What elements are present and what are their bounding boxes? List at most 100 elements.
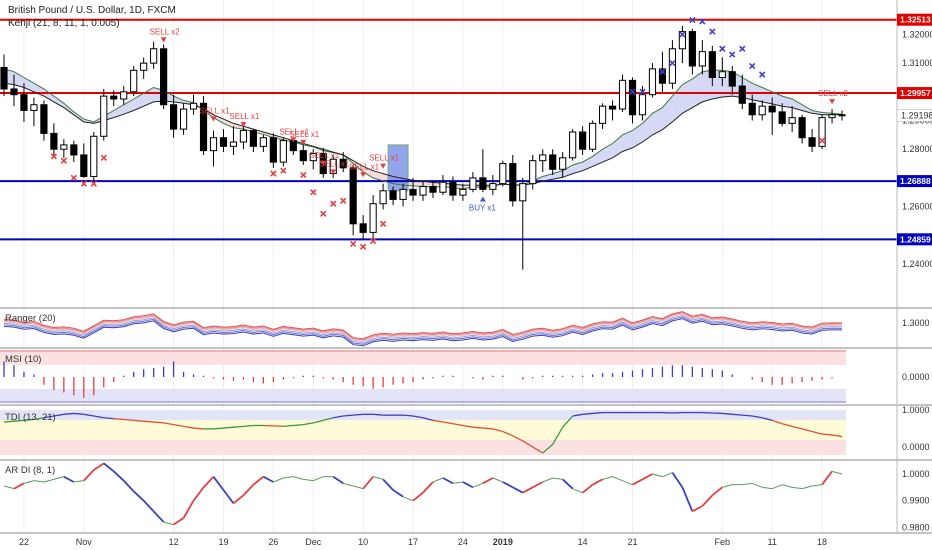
candle-body	[110, 95, 118, 100]
tdi-segment	[492, 428, 503, 433]
candle-body	[90, 135, 98, 177]
candle-body	[199, 102, 208, 152]
candle-body	[259, 137, 267, 147]
time-tick: Nov	[76, 537, 93, 547]
buy-cross-marker	[639, 88, 646, 95]
candle-body	[778, 111, 786, 124]
tdi-segment	[811, 430, 823, 435]
ardi-segment	[402, 496, 414, 502]
ardi-segment	[642, 473, 653, 481]
candle-body	[718, 71, 726, 78]
candle-body	[808, 137, 816, 147]
tdi-segment	[353, 413, 364, 416]
ardi-segment	[711, 486, 723, 497]
sell-arrow	[380, 163, 387, 169]
level-label-bg	[897, 13, 932, 26]
cloud-segment	[642, 113, 653, 143]
tdi-segment	[722, 412, 733, 415]
ardi-segment	[801, 485, 813, 490]
tdi-segment	[771, 419, 783, 425]
candle-body	[10, 88, 18, 96]
ardi-segment	[83, 469, 95, 482]
sell-cross-marker	[320, 210, 327, 217]
tdi-segment	[103, 417, 114, 420]
ardi-segment	[632, 478, 643, 486]
ardi-segment	[313, 476, 324, 482]
candle-body	[209, 137, 218, 152]
ardi-segment	[532, 481, 544, 489]
ranger-band	[3, 312, 843, 341]
candle-body	[668, 48, 677, 84]
candle-body	[469, 177, 477, 190]
ardi-segment	[33, 480, 44, 483]
ranger-band	[3, 311, 842, 340]
msi-upper-zone	[0, 350, 846, 365]
candle-body	[179, 108, 188, 130]
candle-body	[439, 181, 447, 193]
buy-cross-marker	[699, 18, 706, 25]
ardi-segment	[163, 521, 174, 526]
candle-body	[20, 94, 28, 111]
candle-body	[529, 160, 537, 185]
sell-arrow	[829, 99, 836, 105]
sell-cross-marker	[818, 137, 826, 144]
ardi-segment	[522, 486, 534, 494]
sell-cross-marker	[350, 240, 357, 248]
sell-cross-marker	[280, 167, 287, 174]
time-tick: 26	[268, 537, 278, 547]
cloud-segment	[73, 111, 84, 122]
ardi-segment	[53, 476, 64, 480]
indicator-panes: Ranger (20) MSI (10) TDI (13, 21) AR DI (8,…	[0, 0, 932, 534]
candle-body	[80, 154, 88, 177]
candle-body	[579, 131, 587, 150]
ardi-segment	[662, 472, 673, 478]
signal-label: SELL x2	[818, 89, 848, 98]
signal-label: SELL x1	[369, 154, 399, 163]
ardi-segment	[442, 477, 454, 485]
tdi-segment	[343, 414, 354, 417]
tdi-segment	[323, 417, 334, 421]
candle-body	[269, 137, 277, 163]
tdi-segment	[73, 412, 84, 415]
candle-body	[70, 144, 78, 156]
ardi-segment	[23, 480, 35, 484]
tdi-segment	[403, 414, 414, 417]
ardi-segment	[232, 494, 244, 505]
ardi-segment	[622, 480, 633, 486]
ardi-segment	[152, 510, 165, 523]
tdi-segment	[442, 421, 454, 425]
candle-body	[509, 163, 517, 202]
cloud-segment	[13, 71, 24, 88]
sell-arrow	[330, 169, 337, 175]
ardi-segment	[701, 494, 713, 507]
candle-body	[489, 183, 497, 190]
tdi-segment	[3, 420, 15, 423]
candle-body	[608, 105, 617, 110]
buy-cross-marker	[659, 68, 666, 75]
candle-body	[539, 154, 547, 162]
candle-body	[359, 223, 367, 233]
candle-body	[628, 79, 637, 116]
tdi-segment	[592, 411, 603, 415]
tdi-segment	[732, 413, 743, 416]
ardi-segment	[173, 517, 185, 526]
signal-label: SELL x1	[200, 106, 230, 115]
candle-body	[818, 117, 826, 147]
tdi-segment	[153, 421, 164, 424]
signal-label: SELL x1	[279, 127, 309, 136]
price-tick: 1.31000	[902, 58, 932, 68]
ardi-segment	[452, 481, 463, 484]
ardi-segment	[133, 490, 145, 502]
cross-markers	[50, 16, 826, 250]
level-lines	[0, 18, 897, 241]
tdi-segment	[432, 419, 444, 423]
time-tick: 22	[19, 537, 29, 547]
ardi-segment	[283, 476, 294, 479]
candle-body	[648, 68, 657, 96]
tdi-segment	[752, 415, 763, 419]
ardi-segment	[343, 482, 354, 487]
level-label: 1.29957	[900, 88, 931, 98]
ardi-segment	[812, 484, 823, 487]
